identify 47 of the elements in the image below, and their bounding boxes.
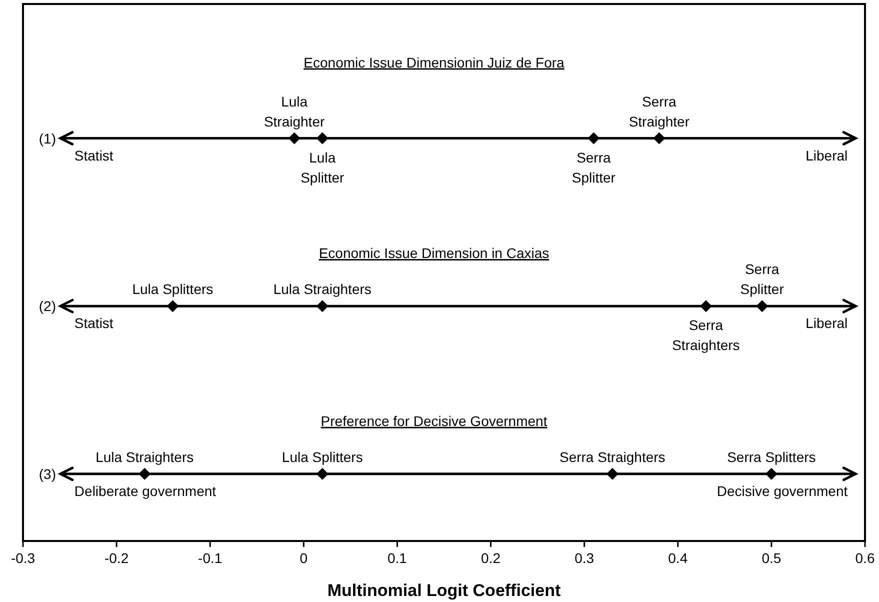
x-axis-title: Multinomial Logit Coefficient [327,581,561,600]
point [316,132,328,144]
annotation: Statist [74,147,114,164]
x-tick-label: -0.3 [10,550,36,566]
y-tick-label: (2) [38,298,56,314]
x-tick-label: 0.4 [668,550,688,566]
point [138,468,151,480]
x-tick-label: 0.2 [481,550,501,566]
point [756,300,768,312]
annotation: Lula Straighters [273,281,372,298]
point [700,300,712,312]
x-tick-label: 0.3 [574,550,594,566]
point [316,300,328,312]
annotation: Lula Straighter [264,93,325,130]
x-tick-label: 0.6 [855,550,875,566]
annotation: Preference for Decisive Government [320,412,548,429]
point [316,468,328,480]
point [606,468,618,480]
annotation: Serra Straighters [559,448,666,465]
point [288,132,300,144]
annotation: Liberal [806,315,848,332]
annotation: Serra Splitter [572,149,616,186]
annotation: Liberal [806,147,848,164]
x-tick-label: 0 [300,550,308,566]
annotation: Decisive government [716,482,848,499]
annotation: Serra Splitters [727,448,816,465]
annotation: Lula Splitters [132,281,214,298]
annotation: Lula Splitter [300,149,344,186]
annotation: Economic Issue Dimension in Caxias [318,245,550,262]
point [765,468,778,480]
x-tick-label: 0.5 [762,550,782,566]
annotation: Statist [74,315,114,332]
annotation: Serra Straighters [672,317,740,354]
annotation: Serra Straighter [628,93,690,130]
point [588,132,600,144]
point [166,300,179,312]
y-tick-label: (1) [38,130,56,146]
annotation: Serra Splitter [740,261,784,298]
annotation: Lula Straighters [96,448,194,465]
annotation: Economic Issue Dimensionin Juiz de Fora [304,54,565,70]
x-tick-label: -0.1 [198,550,222,566]
annotation: Lula Splitters [282,448,363,465]
point [653,132,666,144]
x-tick-label: -0.2 [104,550,129,566]
y-tick-label: (3) [38,466,56,482]
annotation: Deliberate government [74,482,216,499]
x-tick-label: 0.1 [387,550,408,566]
